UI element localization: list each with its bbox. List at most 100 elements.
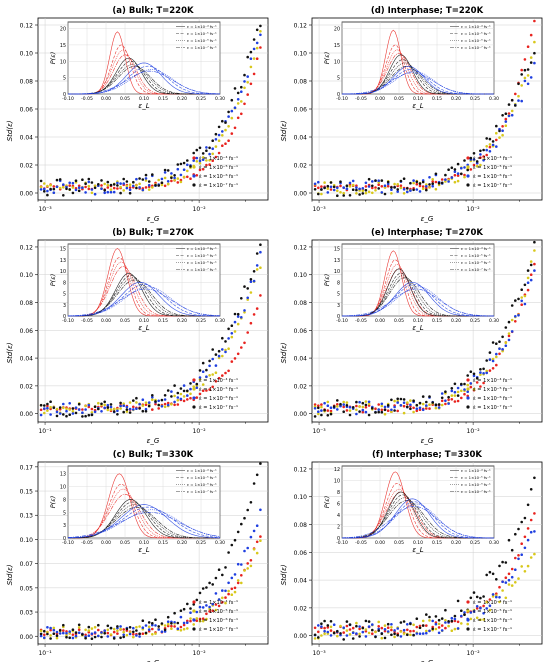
inset-legend-label: ε = 1×10⁻⁵ fs⁻¹: [187, 475, 217, 480]
data-point: [230, 576, 234, 580]
data-point: [208, 374, 211, 377]
data-point: [90, 413, 94, 417]
y-tick-label: 0.08: [20, 300, 34, 307]
inset-x-tick-label: -0.05: [81, 96, 93, 102]
data-point: [425, 407, 428, 410]
data-point: [380, 410, 384, 414]
data-point: [396, 627, 400, 630]
data-point: [364, 410, 368, 414]
data-point: [428, 407, 431, 410]
data-point: [227, 581, 230, 585]
data-point: [371, 180, 374, 183]
inset-x-tick-label: 0.15: [158, 96, 168, 102]
data-point: [58, 186, 62, 190]
data-point: [236, 530, 240, 534]
x-tick-label: 10⁻²: [193, 428, 207, 435]
inset-x-tick-label: 0.00: [375, 318, 385, 324]
data-point: [399, 186, 403, 190]
data-point: [529, 273, 533, 277]
chart-title: (d) Interphase; T=220K: [371, 6, 484, 16]
data-point: [201, 606, 205, 609]
data-point: [224, 348, 227, 352]
data-point: [208, 146, 211, 150]
data-point: [425, 629, 428, 633]
data-point: [428, 186, 431, 189]
data-point: [147, 180, 151, 183]
data-point: [116, 413, 119, 416]
data-point: [517, 99, 520, 102]
data-point: [440, 181, 444, 185]
data-point: [495, 363, 498, 367]
x-axis-label: ε_G: [147, 437, 160, 445]
data-point: [214, 608, 218, 612]
inset-x-tick-label: 0.00: [375, 540, 385, 546]
data-point: [482, 155, 485, 158]
data-point: [49, 400, 52, 404]
data-point: [205, 146, 208, 149]
data-point: [425, 404, 428, 407]
data-point: [39, 185, 43, 189]
inset-x-tick-label: 0.10: [139, 318, 149, 324]
data-point: [217, 376, 221, 380]
data-point: [77, 408, 81, 411]
data-point: [106, 406, 110, 409]
data-point: [217, 598, 221, 601]
data-point: [201, 156, 205, 159]
data-point: [504, 117, 508, 121]
data-point: [453, 627, 457, 631]
data-point: [255, 252, 259, 255]
inset-x-tick-label: 0.15: [432, 318, 442, 324]
data-point: [227, 110, 230, 114]
data-point: [246, 75, 249, 78]
data-point: [409, 403, 412, 407]
data-point: [39, 403, 43, 407]
y-axis-label: Std(ε): [6, 342, 14, 363]
data-point: [236, 322, 240, 326]
data-point: [81, 415, 84, 418]
data-point: [240, 522, 243, 526]
data-point: [364, 188, 368, 192]
data-point: [431, 180, 435, 183]
data-point: [65, 631, 68, 635]
data-point: [195, 160, 199, 163]
inset-x-tick-label: 0.25: [196, 318, 206, 324]
data-point: [447, 168, 450, 171]
data-point: [393, 405, 396, 409]
distribution-curve: [341, 288, 494, 317]
data-point: [246, 296, 249, 300]
data-point: [227, 337, 230, 340]
distribution-curve: [68, 488, 220, 539]
data-point: [320, 405, 323, 409]
data-point: [103, 191, 106, 195]
data-point: [453, 400, 457, 403]
distribution-curve: [342, 284, 494, 317]
data-point: [170, 622, 173, 625]
data-point: [450, 398, 454, 401]
legend-marker: [192, 405, 196, 409]
data-point: [361, 192, 365, 195]
data-point: [485, 371, 489, 375]
data-point: [523, 302, 527, 306]
data-point: [62, 186, 65, 189]
data-point: [233, 312, 237, 316]
data-point: [230, 335, 234, 339]
data-point: [386, 404, 390, 407]
data-point: [195, 156, 199, 160]
data-point: [367, 631, 371, 635]
data-point: [529, 260, 533, 263]
data-point: [233, 87, 237, 90]
data-point: [252, 47, 256, 51]
data-point: [147, 401, 151, 404]
data-point: [371, 184, 374, 188]
data-point: [320, 409, 323, 412]
data-point: [507, 114, 511, 118]
data-point: [504, 112, 508, 115]
data-point: [339, 180, 342, 183]
inset-x-tick-label: 0.20: [177, 96, 187, 102]
data-point: [377, 187, 381, 190]
distribution-curve: [68, 65, 220, 95]
data-point: [103, 403, 106, 407]
data-point: [198, 619, 202, 623]
data-point: [52, 632, 56, 635]
